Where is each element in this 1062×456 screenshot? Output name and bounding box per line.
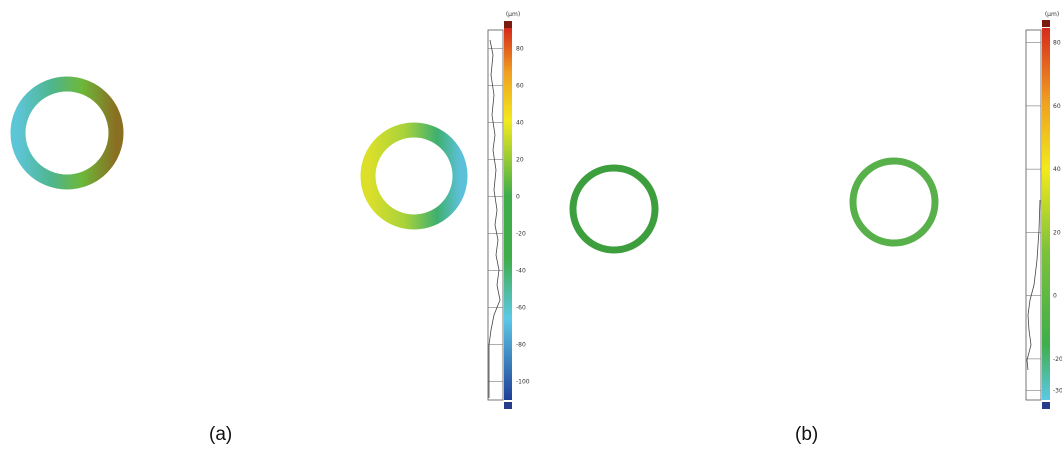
scale-tick-label-b: 80 bbox=[1053, 40, 1061, 47]
histogram-box-b bbox=[1025, 29, 1042, 401]
panel-a-figure: (μm) 80 60 40 20 0 -20 -40 -60 -80 -100 bbox=[10, 11, 530, 409]
scale-tick-label-a: 40 bbox=[516, 120, 524, 127]
scale-tick-label-b: -30 bbox=[1053, 388, 1062, 395]
color-scale-b: (μm) 80 60 40 20 0 -20 -30 bbox=[1025, 11, 1062, 409]
scale-bottom-swatch-a bbox=[504, 402, 512, 409]
ring-specimen-a1 bbox=[10, 76, 124, 190]
histogram-gridlines-a bbox=[488, 48, 503, 382]
scale-tick-label-a: -60 bbox=[516, 305, 526, 312]
histogram-gridlines-b bbox=[1026, 42, 1041, 391]
histogram-curve-a bbox=[488, 39, 501, 398]
scale-unit-a: (μm) bbox=[506, 11, 520, 18]
caption-a: (a) bbox=[209, 424, 233, 445]
scale-tick-label-a: -40 bbox=[516, 268, 526, 275]
scale-ticks-a: 80 60 40 20 0 -20 -40 -60 -80 -100 bbox=[516, 46, 530, 386]
scale-bar-a bbox=[504, 28, 512, 400]
scale-tick-label-a: -100 bbox=[516, 379, 530, 386]
panel-b: (μm) 80 60 40 20 0 -20 -30 (b) bbox=[531, 0, 1062, 451]
scale-tick-label-a: 20 bbox=[516, 157, 524, 164]
scale-tick-label-b: -20 bbox=[1053, 356, 1062, 363]
scale-top-swatch-a bbox=[504, 21, 512, 28]
caption-b: (b) bbox=[795, 424, 819, 445]
scale-tick-label-b: 60 bbox=[1053, 103, 1061, 110]
ring-specimen-b2 bbox=[849, 157, 939, 247]
color-scale-a: (μm) 80 60 40 20 0 -20 -40 -60 -80 -100 bbox=[487, 11, 530, 409]
scale-unit-b: (μm) bbox=[1045, 11, 1059, 18]
scale-tick-label-b: 40 bbox=[1053, 166, 1061, 173]
histogram-curve-b bbox=[1026, 199, 1041, 371]
scale-tick-label-a: -20 bbox=[516, 231, 526, 238]
scale-tick-label-b: 0 bbox=[1053, 293, 1057, 300]
scale-tick-label-a: 80 bbox=[516, 46, 524, 53]
ring-specimen-b1 bbox=[569, 164, 659, 254]
ring-specimen-a2 bbox=[360, 122, 468, 230]
panel-b-figure: (μm) 80 60 40 20 0 -20 -30 bbox=[569, 11, 1062, 409]
scale-tick-label-a: -80 bbox=[516, 342, 526, 349]
panel-a: (μm) 80 60 40 20 0 -20 -40 -60 -80 -100 (a) bbox=[0, 0, 531, 451]
scale-bar-b bbox=[1042, 28, 1050, 400]
scale-ticks-b: 80 60 40 20 0 -20 -30 bbox=[1053, 40, 1062, 395]
scale-tick-label-b: 20 bbox=[1053, 229, 1061, 236]
scale-top-swatch-b bbox=[1042, 20, 1050, 27]
scale-tick-label-a: 0 bbox=[516, 194, 520, 201]
scale-tick-label-a: 60 bbox=[516, 83, 524, 90]
scale-bottom-swatch-b bbox=[1042, 402, 1050, 409]
